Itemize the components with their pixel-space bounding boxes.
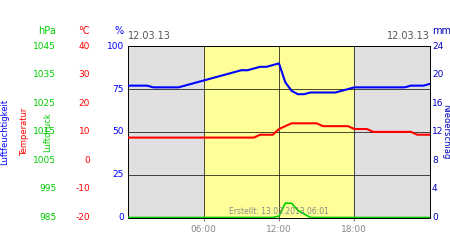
Text: -20: -20 bbox=[75, 213, 90, 222]
Text: Niederschlag: Niederschlag bbox=[441, 104, 450, 160]
Text: 75: 75 bbox=[112, 84, 124, 94]
Text: Temperatur: Temperatur bbox=[20, 108, 29, 156]
Text: 985: 985 bbox=[39, 213, 56, 222]
Text: -10: -10 bbox=[75, 184, 90, 194]
Text: 0: 0 bbox=[84, 156, 90, 165]
Text: 24: 24 bbox=[432, 42, 443, 51]
Text: 16: 16 bbox=[432, 99, 444, 108]
Text: 0: 0 bbox=[118, 213, 124, 222]
Text: 30: 30 bbox=[78, 70, 90, 79]
Text: Luftdruck: Luftdruck bbox=[43, 112, 52, 152]
Text: 12: 12 bbox=[432, 128, 443, 136]
Text: 100: 100 bbox=[107, 42, 124, 51]
Bar bbox=[203, 46, 354, 218]
Text: 25: 25 bbox=[112, 170, 124, 179]
Text: 50: 50 bbox=[112, 128, 124, 136]
Text: %: % bbox=[115, 26, 124, 36]
Text: Luftfeuchtigkeit: Luftfeuchtigkeit bbox=[0, 99, 9, 165]
Text: 4: 4 bbox=[432, 184, 437, 194]
Text: 1005: 1005 bbox=[33, 156, 56, 165]
Text: 1045: 1045 bbox=[33, 42, 56, 51]
Text: 995: 995 bbox=[39, 184, 56, 194]
Text: 0: 0 bbox=[432, 213, 438, 222]
Text: 20: 20 bbox=[79, 99, 90, 108]
Text: 20: 20 bbox=[432, 70, 443, 79]
Text: 12.03.13: 12.03.13 bbox=[387, 31, 430, 41]
Text: 8: 8 bbox=[432, 156, 438, 165]
Text: °C: °C bbox=[78, 26, 90, 36]
Text: 1015: 1015 bbox=[33, 128, 56, 136]
Text: Erstellt: 13.03.2013 06:01: Erstellt: 13.03.2013 06:01 bbox=[229, 207, 329, 216]
Text: 12.03.13: 12.03.13 bbox=[128, 31, 171, 41]
Text: hPa: hPa bbox=[38, 26, 56, 36]
Text: 40: 40 bbox=[79, 42, 90, 51]
Text: 1025: 1025 bbox=[33, 99, 56, 108]
Text: mm/h: mm/h bbox=[432, 26, 450, 36]
Text: 10: 10 bbox=[78, 128, 90, 136]
Text: 1035: 1035 bbox=[33, 70, 56, 79]
